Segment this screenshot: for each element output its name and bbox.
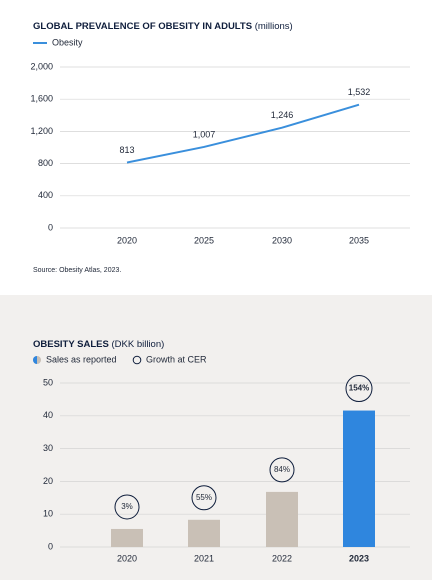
data-label: 1,007 [193,129,216,139]
x-tick-label: 2021 [194,553,214,563]
y-tick-label: 400 [38,190,53,200]
title-unit: (DKK billion) [111,339,164,350]
y-tick-label: 40 [43,410,53,420]
legend-icon [33,356,37,364]
y-tick-label: 1,200 [30,126,53,136]
y-tick-label: 50 [43,377,53,387]
growth-circle [269,457,295,483]
legend-label: Sales as reported [46,354,117,364]
source: Source: Obesity Atlas, 2023. [33,267,121,274]
y-tick-label: 10 [43,509,53,519]
data-label: 1,532 [348,87,371,97]
data-label: 1,246 [271,110,294,120]
legend-icon [132,355,142,365]
title-unit: (millions) [255,21,293,32]
growth-circle [191,485,217,511]
growth-circle [114,494,140,520]
y-tick-label: 30 [43,443,53,453]
legend-label: Obesity [52,37,83,47]
title-main: OBESITY SALES [33,339,109,350]
x-tick-label: 2025 [194,235,214,245]
growth-circle [345,375,373,403]
chart-title: GLOBAL PREVALENCE OF OBESITY IN ADULTS (… [33,21,293,32]
legend-label: Growth at CER [146,354,207,364]
y-tick-label: 0 [48,222,53,232]
growth-label: 3% [121,502,133,511]
line [126,103,360,164]
chart-title: OBESITY SALES (DKK billion) [33,339,164,350]
bar [266,491,298,547]
bar [188,519,220,547]
y-tick-label: 800 [38,158,53,168]
y-tick-label: 0 [48,541,53,551]
growth-label: 154% [349,384,369,393]
y-tick-label: 20 [43,476,53,486]
growth-label: 55% [196,493,212,502]
x-tick-label: 2020 [117,235,137,245]
bar [111,528,143,547]
x-tick-label: 2020 [117,553,137,563]
x-tick-label: 2035 [349,235,369,245]
bar [343,410,375,547]
top-panel [0,0,432,295]
title-main: GLOBAL PREVALENCE OF OBESITY IN ADULTS [33,21,252,32]
x-tick-label: 2023 [349,553,369,563]
y-tick-label: 2,000 [30,61,53,71]
growth-label: 84% [274,465,290,474]
x-tick-label: 2030 [272,235,292,245]
x-tick-label: 2022 [272,553,292,563]
y-tick-label: 1,600 [30,94,53,104]
data-label: 813 [119,145,134,155]
